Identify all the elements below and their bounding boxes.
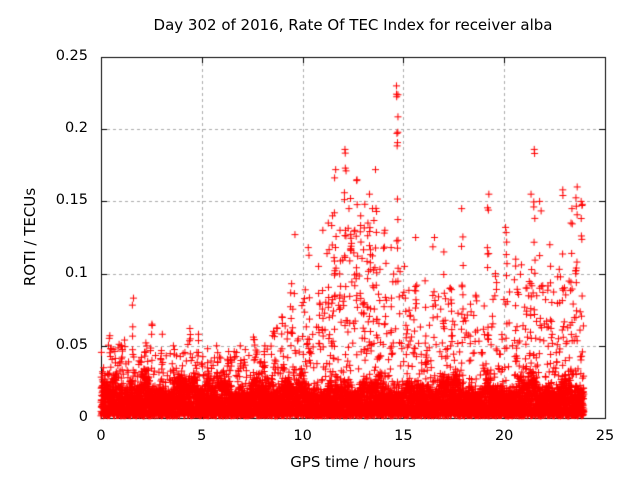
x-tick-label: 20	[494, 428, 514, 444]
x-axis-label: GPS time / hours	[290, 453, 416, 471]
chart-title: Day 302 of 2016, Rate Of TEC Index for r…	[153, 16, 553, 34]
x-tick-label: 25	[595, 428, 615, 444]
y-tick-label: 0	[78, 409, 88, 425]
x-tick-label: 5	[197, 428, 207, 444]
y-axis-label: ROTI / TECUs	[21, 187, 39, 287]
x-tick-label: 10	[293, 428, 312, 444]
x-tick-label: 0	[96, 428, 106, 444]
y-tick-label: 0.15	[55, 192, 88, 209]
y-tick-label: 0.25	[55, 48, 88, 64]
y-tick-label: 0.05	[55, 336, 88, 353]
x-tick-label: 15	[394, 428, 413, 444]
y-tick-label: 0.1	[64, 264, 88, 281]
y-tick-label: 0.2	[64, 120, 88, 137]
